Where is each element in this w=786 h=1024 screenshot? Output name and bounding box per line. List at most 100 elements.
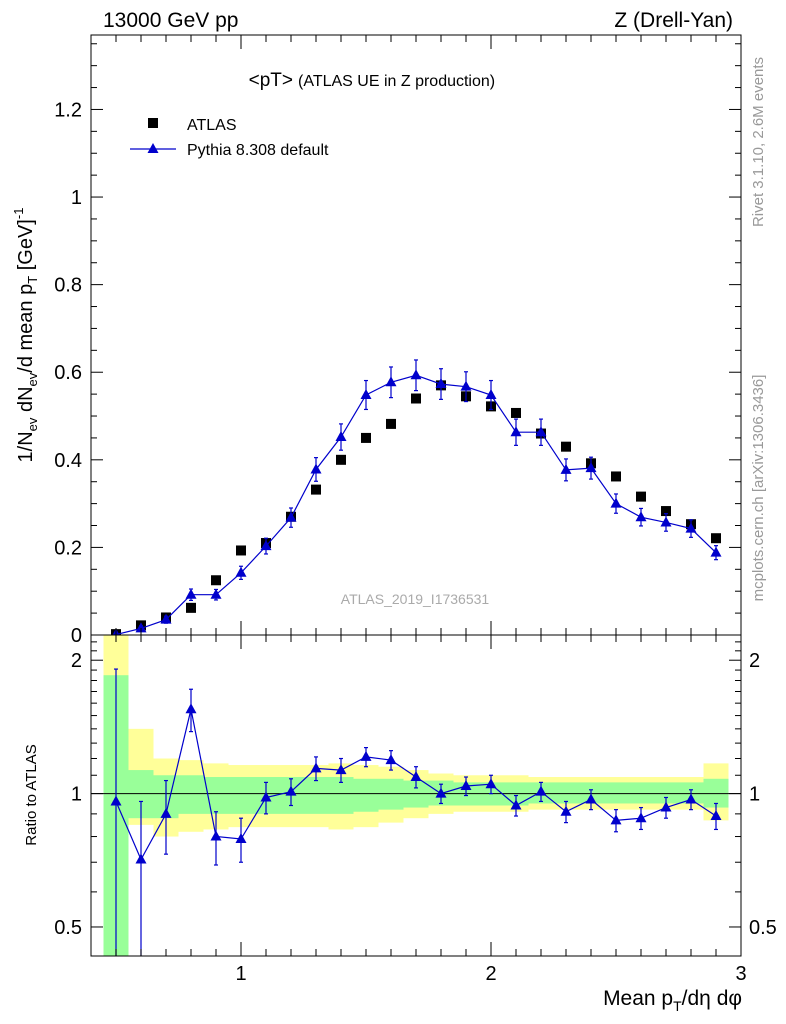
ratio-point (210, 830, 222, 841)
legend: ATLAS Pythia 8.308 default (130, 117, 329, 159)
pythia-point (285, 511, 297, 522)
uncertainty-band-green (553, 782, 579, 804)
ratio-point (485, 778, 497, 789)
pythia-point (135, 622, 147, 633)
pythia-point (685, 522, 697, 533)
pythia-point (185, 588, 197, 599)
pythia-point (710, 546, 722, 557)
ratio-point (335, 764, 347, 775)
ratio-point (310, 762, 322, 773)
ratio-ytick-label-right: 0.5 (749, 917, 777, 939)
pythia-point (635, 511, 647, 522)
pythia-point (210, 588, 222, 599)
atlas-point (511, 407, 521, 418)
atlas-point (311, 484, 321, 495)
atlas-point (361, 432, 371, 443)
uncertainty-band-green (628, 782, 654, 804)
ratio-point (160, 807, 172, 818)
pythia-point (410, 369, 422, 380)
ratio-point (510, 799, 522, 810)
ratio-point (110, 795, 122, 806)
ratio-point (660, 801, 672, 812)
uncertainty-band-green (603, 782, 629, 804)
ratio-point (635, 812, 647, 823)
pythia-point (660, 516, 672, 527)
atlas-point (411, 393, 421, 404)
ratio-ytick-label-left: 2 (71, 650, 82, 672)
atlas-point (636, 491, 646, 502)
pythia-point (260, 540, 272, 551)
legend-pythia-label: Pythia 8.308 default (187, 142, 329, 159)
main-ytick-label: 0 (71, 625, 82, 647)
main-ytick-label: 1 (71, 187, 82, 209)
ratio-point (685, 793, 697, 804)
legend-atlas-marker (148, 118, 158, 128)
ratio-point (135, 853, 147, 864)
main-ytick-label: 1.2 (54, 99, 82, 121)
uncertainty-band-green (303, 777, 329, 814)
ratio-point (535, 785, 547, 796)
ratio-data-marks (110, 668, 722, 956)
ratio-point (360, 750, 372, 761)
ratio-point (435, 787, 447, 798)
rivet-label: Rivet 3.1.10, 2.6M events (750, 57, 767, 227)
uncertainty-band-green (353, 778, 379, 812)
pythia-point (360, 389, 372, 399)
ratio-point (560, 805, 572, 816)
ratio-point (260, 791, 272, 802)
watermark: ATLAS_2019_I1736531 (341, 591, 490, 607)
uncertainty-band-green (203, 777, 229, 814)
atlas-point (711, 533, 721, 544)
ratio-point (585, 793, 597, 804)
energy-label: 13000 GeV pp (103, 9, 238, 32)
pythia-point (335, 431, 347, 442)
ratio-xlabel: Mean pT/dη dφ (603, 987, 742, 1014)
pythia-point (385, 376, 397, 387)
atlas-point (186, 602, 196, 613)
ratio-bands (103, 635, 729, 956)
uncertainty-band-green (653, 782, 679, 804)
ratio-point (185, 703, 197, 714)
ratio-xtick-label: 3 (735, 963, 746, 985)
ratio-ytick-label-left: 1 (71, 784, 82, 806)
atlas-point (661, 506, 671, 517)
ratio-xtick-label: 1 (235, 963, 246, 985)
pythia-point (235, 566, 247, 577)
ratio-ticks: 0.5 0.5 1 1 2 2 1 2 3 (54, 635, 777, 985)
atlas-point (211, 575, 221, 586)
ratio-point (385, 754, 397, 765)
ratio-point (460, 780, 472, 791)
main-ylabel: 1/Nev dNev/d mean pT [GeV]-1 (11, 208, 40, 463)
pythia-point (460, 380, 472, 391)
atlas-point (611, 471, 621, 482)
process-label: Z (Drell-Yan) (614, 9, 733, 32)
main-ytick-label: 0.6 (54, 362, 82, 384)
ratio-point (235, 832, 247, 843)
uncertainty-band-green (228, 777, 254, 814)
atlas-point (336, 454, 346, 465)
ratio-point (710, 810, 722, 821)
pythia-point (485, 389, 497, 399)
main-title: <pT> (249, 70, 293, 91)
uncertainty-band-green (178, 775, 204, 814)
pythia-point (585, 462, 597, 473)
ratio-ytick-label-right: 1 (749, 784, 760, 806)
uncertainty-band-green (328, 777, 354, 814)
legend-pythia-marker (147, 143, 159, 153)
main-ytick-label: 0.2 (54, 537, 82, 559)
pythia-point (560, 463, 572, 474)
pythia-point (510, 426, 522, 437)
main-subtitle: (ATLAS UE in Z production) (298, 73, 495, 90)
main-ticks: 0 0.2 0.4 0.6 0.8 1 1.2 (54, 35, 741, 647)
pythia-point (610, 497, 622, 508)
atlas-point (386, 418, 396, 429)
main-ytick-label: 0.8 (54, 275, 82, 297)
ratio-ytick-label-left: 0.5 (54, 917, 82, 939)
atlas-point (561, 441, 571, 452)
ratio-ylabel: Ratio to ATLAS (23, 744, 40, 845)
mcplots-label: mcplots.cern.ch [arXiv:1306.3436] (750, 375, 767, 602)
ratio-point (610, 814, 622, 825)
ratio-point (285, 785, 297, 796)
atlas-point (236, 545, 246, 556)
